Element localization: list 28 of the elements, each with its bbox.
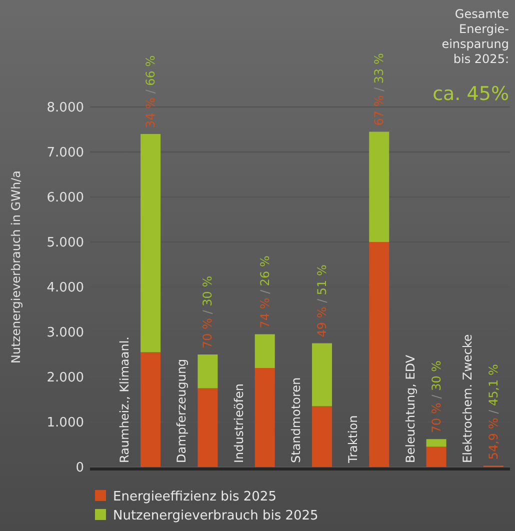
x-tick-label: Dampferzeugung [174, 358, 189, 463]
y-tick-label: 2.000 [46, 370, 84, 386]
annotation: 54,9 % / 45,1 % [486, 364, 500, 460]
y-tick-label: 4.000 [46, 280, 84, 296]
annotation: 49 % / 51 % [315, 264, 329, 338]
annotation: 74 % / 26 % [258, 256, 272, 328]
y-tick-label: 1.000 [46, 416, 84, 431]
y-tick-label: 3.000 [46, 326, 84, 341]
y-tick-label: 0 [76, 460, 84, 476]
legend-label: Energieeffizienz bis 2025 [113, 490, 276, 505]
x-tick-label: Beleuchtung, EDV [403, 354, 418, 463]
y-tick-label: 7.000 [46, 146, 84, 161]
annotation: 67 % / 33 % [372, 53, 386, 126]
text: ca. 45% [432, 83, 509, 105]
y-tick-label: 5.000 [46, 236, 84, 251]
y-axis-title: Nutzenergieverbrauch in GWh/a [9, 170, 23, 364]
x-tick-label: Industrieöfen [232, 383, 246, 463]
x-tick-label: Elektrochem. Zwecke [460, 334, 474, 463]
x-tick-label: Traktion [346, 415, 360, 464]
annotation: 70 % / 30 % [200, 276, 215, 348]
y-tick-label: 8.000 [46, 100, 84, 116]
x-tick-label: Standmotoren [289, 377, 303, 463]
annotation: 70 % / 30 % [429, 360, 444, 434]
annotation: 34 % / 66 % [144, 55, 158, 128]
legend-label: Nutzenergieverbrauch bis 2025 [113, 508, 318, 524]
y-tick-label: 6.000 [46, 190, 84, 206]
x-tick-label: Raumheiz., Klimaanl. [118, 336, 132, 463]
text: Gesamte Energie-einsparung bis 2025: [442, 7, 509, 66]
